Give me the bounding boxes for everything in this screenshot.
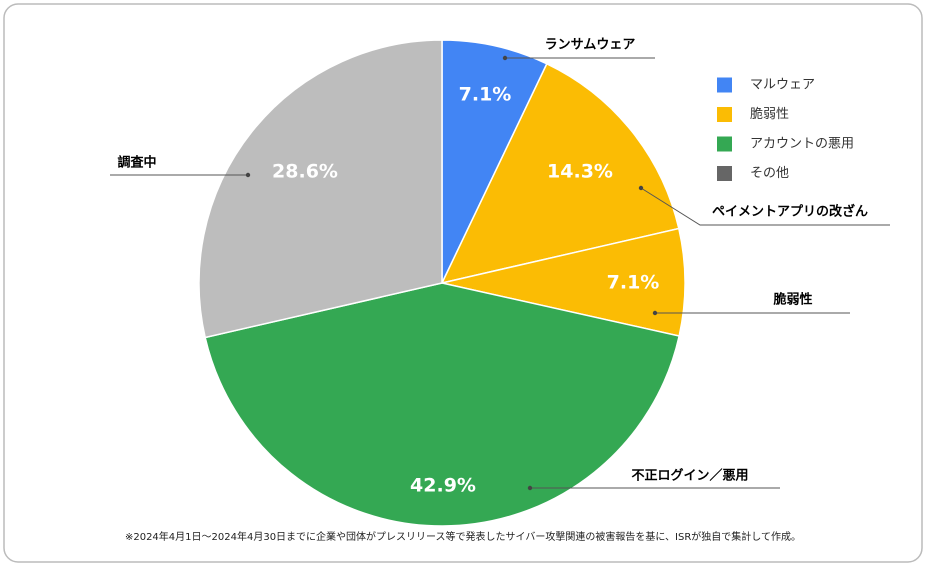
leader-line (640, 187, 890, 226)
data-label: 14.3% (547, 161, 613, 183)
slice-label: ペイメントアプリの改ざん (712, 204, 868, 220)
data-label: 7.1% (607, 272, 660, 294)
leader-dot (502, 55, 508, 61)
slice-label: 調査中 (117, 155, 156, 171)
pie-slice (198, 39, 443, 339)
pie-slice (441, 39, 548, 284)
legend-label: マルウェア (750, 78, 815, 93)
slice-label: 不正ログイン／悪用 (631, 468, 748, 484)
legend-swatch (717, 136, 732, 152)
pie-slice (440, 62, 680, 285)
pie-slice (441, 227, 686, 337)
legend-label: その他 (750, 166, 789, 181)
data-label: 7.1% (459, 84, 512, 106)
slice-label: ランサムウェア (545, 38, 636, 53)
leader-dot (652, 310, 658, 316)
leader-dot (638, 185, 644, 191)
footnote: ※2024年4月1日～2024年4月30日までに企業や団体がプレスリリース等で発… (125, 530, 801, 543)
leader-dot (527, 485, 533, 491)
slice-label: 脆弱性 (772, 292, 812, 308)
pie-slice (204, 282, 681, 527)
legend-label: アカウントの悪用 (750, 137, 854, 152)
legend-swatch (717, 166, 732, 181)
data-label: 42.9% (410, 475, 476, 497)
data-label: 28.6% (272, 161, 338, 183)
leader-dot (245, 172, 251, 178)
legend-swatch (717, 107, 732, 122)
legend-swatch (717, 77, 732, 93)
legend-label: 脆弱性 (750, 106, 789, 122)
